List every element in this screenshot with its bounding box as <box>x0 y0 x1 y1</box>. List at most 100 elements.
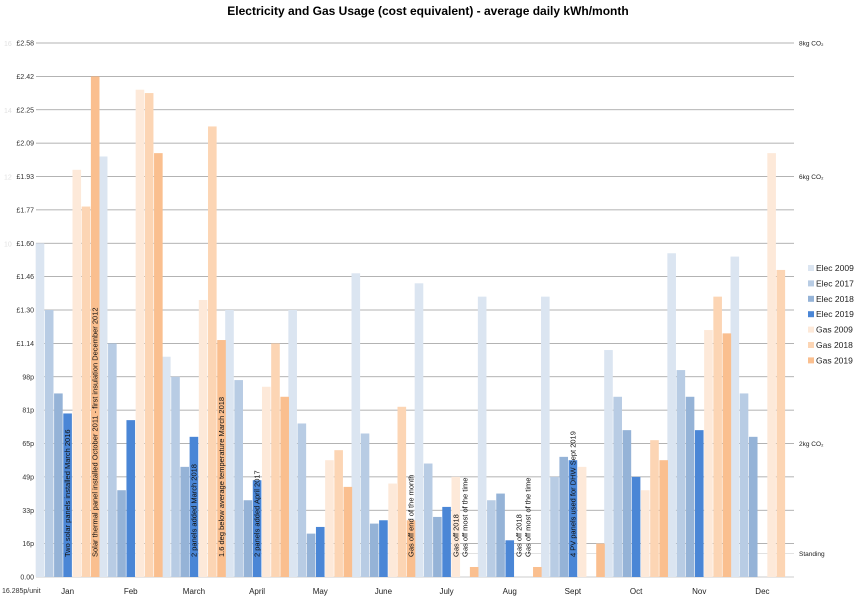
bar <box>72 169 82 577</box>
bar <box>225 310 234 577</box>
annotation: 2 panels added March 2018 <box>189 464 198 557</box>
bar <box>325 460 334 577</box>
bar <box>713 296 722 577</box>
annotation: Gas off 2018 <box>514 514 523 557</box>
bar <box>730 256 740 577</box>
legend-label: Elec 2009 <box>816 263 854 273</box>
x-tick-label: May <box>313 587 328 596</box>
y-tick-label: £2.58 <box>16 41 34 48</box>
faint-tick-label: 10 <box>4 241 12 248</box>
y-tick-label: £2.09 <box>16 141 34 148</box>
reference-label: 6kg CO₂ <box>799 174 824 181</box>
bar <box>271 343 280 577</box>
bar <box>180 466 190 577</box>
legend-label: Gas 2018 <box>816 340 853 350</box>
bar <box>650 440 659 577</box>
bar <box>369 523 379 577</box>
bar <box>667 253 676 577</box>
legend-label: Elec 2019 <box>816 309 854 319</box>
bar <box>189 436 199 577</box>
annotation: Gas off most of the time <box>460 478 469 557</box>
bar <box>568 460 578 577</box>
legend-swatch <box>808 357 814 364</box>
bar <box>496 493 505 577</box>
reference-label: 8kg CO₂ <box>799 41 824 48</box>
bar <box>315 526 325 577</box>
bar <box>433 516 442 577</box>
bar <box>442 506 451 577</box>
bar <box>171 376 180 577</box>
legend: Elec 2009 Elec 2017 Elec 2018 Elec 2019 Gas … <box>808 263 854 365</box>
x-tick-label: Aug <box>503 587 517 596</box>
y-tick-label: 16p <box>22 541 34 548</box>
bar <box>739 393 749 577</box>
y-tick-label: 0.00 <box>20 575 34 582</box>
y-tick-label: £1.77 <box>16 207 34 214</box>
y-tick-label: 49p <box>22 474 34 481</box>
x-tick-label: March <box>183 587 205 596</box>
bar <box>261 386 271 577</box>
reference-label: 2kg CO₂ <box>799 441 824 448</box>
bar <box>252 480 262 577</box>
annotation: Gas off most of the time <box>524 478 533 557</box>
bar <box>63 413 72 577</box>
bar <box>406 520 416 577</box>
x-tick-label: Oct <box>630 587 643 596</box>
bar <box>379 520 388 577</box>
annotation: Gas off end of the month <box>407 475 416 557</box>
bar <box>234 380 243 577</box>
bar <box>208 126 217 577</box>
bar <box>280 396 289 577</box>
bar <box>334 450 343 577</box>
x-tick-label: Dec <box>755 587 769 596</box>
bar <box>217 340 226 577</box>
bar <box>469 566 479 577</box>
bar <box>451 476 461 577</box>
x-tick-label: April <box>249 587 265 596</box>
bar <box>541 296 550 577</box>
bar <box>776 269 786 577</box>
bar <box>577 466 587 577</box>
bar <box>622 430 632 577</box>
y-tick-label: £1.30 <box>16 308 34 315</box>
y-tick-label: 98p <box>22 374 34 381</box>
bar <box>198 299 208 577</box>
bar <box>351 273 361 577</box>
x-tick-label: Feb <box>124 587 138 596</box>
y-tick-label: £2.25 <box>16 107 34 114</box>
legend-swatch <box>808 326 814 333</box>
y-tick-label: £1.60 <box>16 241 34 248</box>
annotations: Two solar panels installed March 2016 Sol… <box>63 307 577 557</box>
bar <box>596 543 605 577</box>
bar <box>414 283 424 577</box>
legend-label: Gas 2009 <box>816 325 853 335</box>
legend-label: Elec 2018 <box>816 294 854 304</box>
legend-swatch <box>808 342 814 348</box>
bar <box>360 433 370 577</box>
bar <box>297 423 307 577</box>
bar <box>98 156 108 577</box>
annotation: 2 panels added April 2017 <box>253 470 262 557</box>
legend-swatch <box>808 265 814 271</box>
bar <box>135 89 145 577</box>
reference-label: Standing <box>799 551 825 558</box>
x-tick-label: June <box>375 587 393 596</box>
bar <box>477 296 487 577</box>
bar <box>550 476 559 577</box>
y-tick-label: £1.46 <box>16 274 34 281</box>
y-tick-label: 65p <box>22 441 34 448</box>
bar <box>533 566 542 577</box>
bar <box>162 356 171 577</box>
bar <box>343 486 353 577</box>
bar <box>44 310 54 577</box>
x-tick-label: Nov <box>692 587 706 596</box>
chart-title: Electricity and Gas Usage (cost equivale… <box>227 4 628 18</box>
bar <box>704 330 713 577</box>
bar <box>659 460 668 577</box>
bar <box>767 153 776 577</box>
annotation: Gas off 2018 <box>451 514 460 557</box>
legend-swatch <box>808 311 814 318</box>
bar <box>81 206 91 577</box>
y-tick-label: £1.93 <box>16 174 34 181</box>
